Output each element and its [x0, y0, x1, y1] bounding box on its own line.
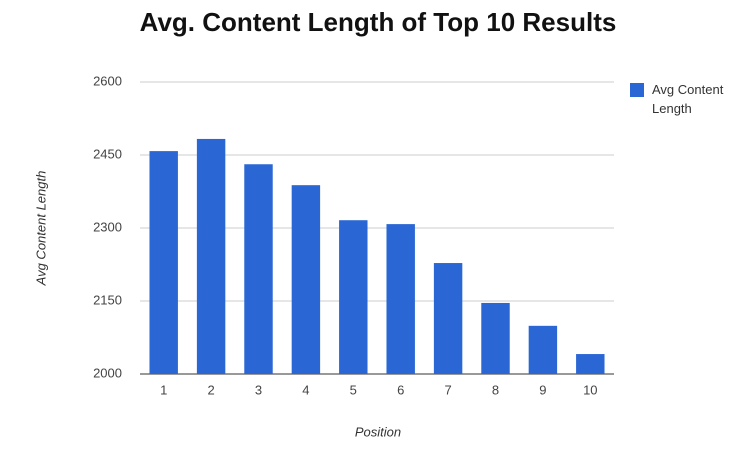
x-tick-label: 10	[583, 382, 597, 397]
x-tick-label: 4	[302, 382, 309, 397]
bar	[528, 325, 558, 374]
x-tick-label: 5	[350, 382, 357, 397]
legend: Avg Content Length	[630, 80, 740, 118]
bar	[196, 138, 226, 374]
bar	[244, 164, 273, 374]
x-tick-label: 3	[255, 382, 262, 397]
y-tick-label: 2000	[93, 365, 122, 380]
legend-swatch	[630, 83, 644, 97]
x-axis-title: Position	[355, 424, 401, 439]
bar	[339, 220, 368, 374]
bar	[149, 151, 178, 374]
y-tick-label: 2600	[93, 73, 122, 88]
bar	[433, 263, 463, 374]
x-tick-label: 7	[444, 382, 451, 397]
bar	[481, 302, 510, 374]
bar	[291, 185, 321, 374]
y-axis-title: Avg Content Length	[33, 171, 48, 287]
legend-label: Avg Content Length	[652, 82, 724, 116]
bar	[386, 224, 415, 374]
x-tick-label: 6	[397, 382, 404, 397]
y-tick-label: 2300	[93, 219, 122, 234]
x-tick-label: 2	[207, 382, 214, 397]
y-tick-label: 2450	[93, 146, 122, 161]
chart-title: Avg. Content Length of Top 10 Results	[140, 7, 617, 37]
x-tick-label: 8	[492, 382, 499, 397]
x-tick-label: 1	[160, 382, 167, 397]
x-tick-label: 9	[539, 382, 546, 397]
y-tick-label: 2150	[93, 292, 122, 307]
bar	[576, 354, 605, 374]
